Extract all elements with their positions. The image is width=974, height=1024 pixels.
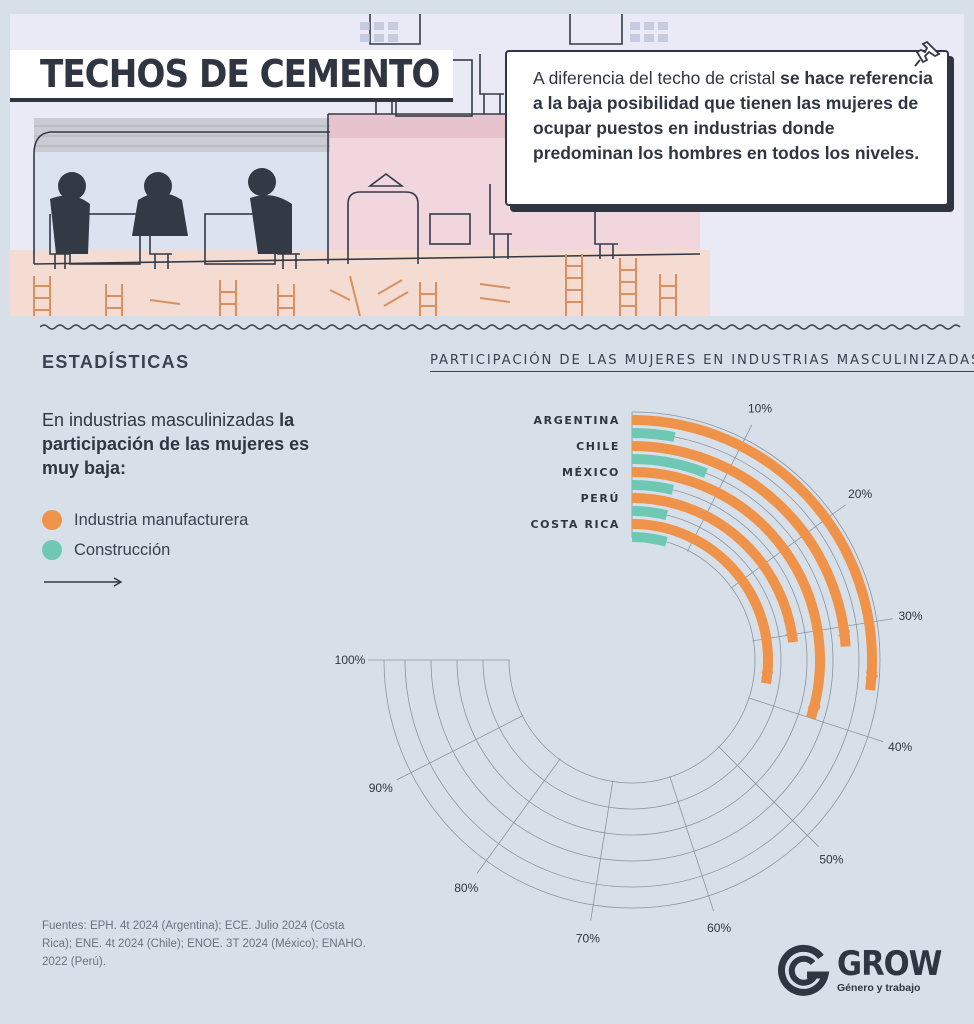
page-title: TECHOS DE CEMENTO [40, 52, 440, 96]
tick-label: 90% [369, 781, 393, 795]
chart-legend: Industria manufacturera Construcción [42, 505, 248, 565]
tick-label: 40% [888, 740, 912, 754]
grow-logo: GROW Género y trabajo [777, 943, 942, 997]
callout-bold-text: se hace referencia a la baja posibilidad… [533, 68, 933, 163]
data-label-construction: 6 [658, 537, 665, 548]
pushpin-icon [914, 40, 941, 67]
legend-item-manufacturing: Industria manufacturera [42, 505, 248, 535]
bar-construction [631, 428, 676, 442]
data-label-construction: 5 [657, 510, 664, 521]
definition-callout: A diferencia del techo de cristal se hac… [505, 50, 949, 206]
callout-text: A diferencia del techo de cristal [533, 68, 781, 88]
tick-label: 10% [748, 402, 772, 416]
wavy-divider [40, 324, 961, 330]
tick-label: 50% [819, 852, 843, 866]
grid-tick-line [476, 758, 561, 874]
intro-text: En industrias masculinizadas [42, 410, 280, 430]
intro-bold-text: la participación de las mujeres es muy b… [42, 410, 310, 478]
legend-item-construction: Construcción [42, 535, 248, 565]
logo-name: GROW [837, 943, 942, 984]
legend-label: Construcción [74, 540, 171, 559]
grid-tick-line [396, 715, 524, 781]
chart-title: PARTICIPACIÓN DE LAS MUJERES EN INDUSTRI… [430, 353, 974, 372]
category-label: COSTA RICA [531, 518, 621, 531]
arrow-right-icon [44, 577, 123, 587]
data-label-manufacturing: 37 [761, 670, 774, 681]
data-label-construction: 8 [695, 466, 702, 477]
bar-construction [631, 531, 668, 547]
data-label-construction: 5 [662, 484, 669, 495]
data-label-manufacturing: 36 [865, 670, 879, 681]
bar-manufacturing [631, 415, 877, 691]
legend-dot-orange [42, 510, 62, 530]
data-label-construction: 4 [662, 431, 669, 442]
grow-logo-icon [778, 944, 830, 996]
category-label: MÉXICO [562, 466, 620, 479]
legend-dot-teal [42, 540, 62, 560]
category-label: ARGENTINA [534, 414, 620, 427]
bar-manufacturing [631, 441, 851, 647]
tick-label: 100% [335, 653, 366, 667]
category-label: CHILE [576, 440, 620, 453]
category-label: PERÚ [581, 492, 620, 505]
bar-construction [631, 506, 668, 521]
data-label-manufacturing: 31 [785, 628, 798, 639]
legend-label: Industria manufacturera [74, 510, 249, 529]
data-label-manufacturing: 40 [808, 702, 822, 713]
stats-intro: En industrias masculinizadas la particip… [42, 408, 342, 480]
bar-manufacturing [631, 493, 798, 643]
bar-construction [631, 454, 708, 478]
data-label-manufacturing: 32 [838, 629, 851, 640]
tick-label: 60% [707, 921, 731, 935]
grid-ring [508, 536, 756, 784]
grid-tick-line [717, 745, 819, 847]
grid-tick-line [590, 780, 614, 921]
stats-heading: ESTADÍSTICAS [42, 352, 190, 372]
tick-label: 80% [454, 881, 478, 895]
tick-label: 30% [899, 609, 923, 623]
sources-note: Fuentes: EPH. 4t 2024 (Argentina); ECE. … [42, 920, 366, 968]
grid-tick-line [669, 775, 714, 912]
logo-subtitle: Género y trabajo [837, 981, 921, 994]
title-banner: TECHOS DE CEMENTO [10, 50, 454, 102]
tick-label: 20% [848, 487, 872, 501]
bar-manufacturing [631, 519, 773, 685]
bar-manufacturing [631, 467, 825, 720]
tick-label: 70% [576, 932, 600, 946]
bar-construction [631, 480, 675, 495]
